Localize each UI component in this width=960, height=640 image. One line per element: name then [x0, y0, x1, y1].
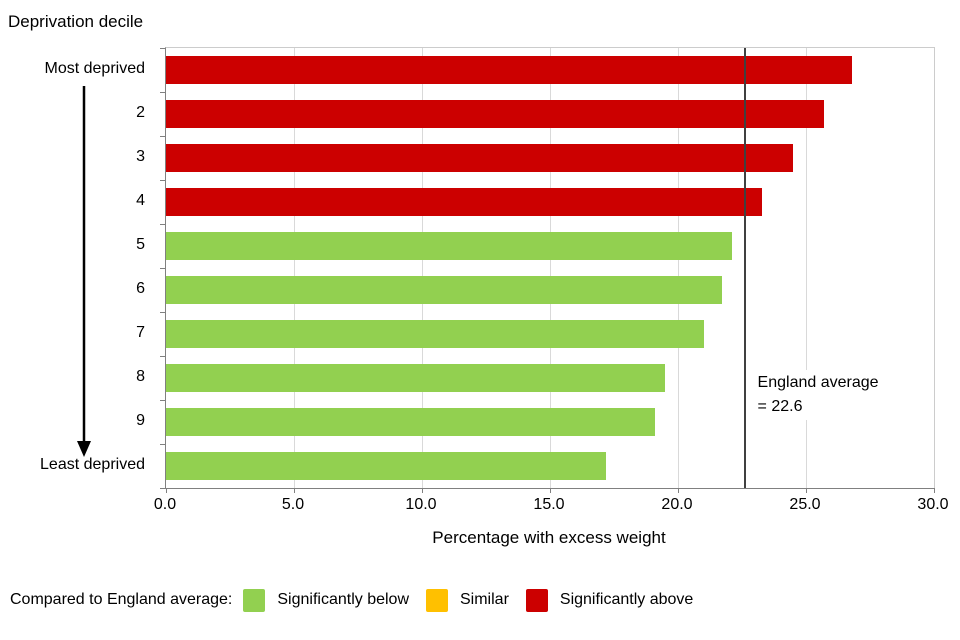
- annotation-line1: England average: [757, 374, 879, 391]
- x-tick-0: [166, 488, 167, 493]
- legend-item-label-similar: Similar: [460, 591, 509, 608]
- bar-row-3: [166, 136, 934, 180]
- bar-3: [166, 144, 794, 172]
- y-tick-2: [160, 136, 165, 137]
- y-tick-5: [160, 268, 165, 269]
- bar-4: [166, 188, 763, 216]
- y-axis-label-least-deprived: Least deprived: [40, 456, 145, 473]
- legend-swatch-similar: [426, 588, 448, 612]
- bar-row-5: [166, 224, 934, 268]
- legend-swatch-above: [525, 588, 548, 612]
- y-tick-1: [160, 92, 165, 93]
- bar-row-8: [166, 356, 934, 400]
- bar-row-7: [166, 312, 934, 356]
- legend-item-label-above: Significantly above: [559, 591, 694, 608]
- x-tick-label-5.0: 5.0: [281, 496, 305, 513]
- x-tick-20: [678, 488, 679, 493]
- gridline-15: [550, 48, 551, 488]
- x-tick-5: [294, 488, 295, 493]
- x-tick-label-0.0: 0.0: [153, 496, 177, 513]
- bar-row-4: [166, 180, 934, 224]
- y-axis-label-3: 3: [136, 148, 145, 165]
- y-tick-10: [160, 488, 165, 489]
- gridline-20: [678, 48, 679, 488]
- legend: Compared to England average: Significant…: [10, 585, 710, 615]
- y-axis-labels: Most deprived 2 3 4 5 6 7 8 9 Least deprived: [0, 47, 150, 487]
- bar-2: [166, 100, 824, 128]
- bar-row-6: [166, 268, 934, 312]
- y-axis-label-most-deprived: Most deprived: [44, 60, 146, 77]
- y-tick-3: [160, 180, 165, 181]
- y-tick-8: [160, 400, 165, 401]
- bar-row-2: [166, 92, 934, 136]
- gridline-5: [294, 48, 295, 488]
- x-tick-30: [934, 488, 935, 493]
- x-tick-label-20.0: 20.0: [661, 496, 693, 513]
- bar-8: [166, 364, 666, 392]
- y-axis-label-5: 5: [136, 236, 145, 253]
- bar-5: [166, 232, 732, 260]
- deprivation-direction-arrow: [77, 86, 91, 457]
- england-average-annotation: England average = 22.6: [754, 370, 882, 420]
- y-tick-4: [160, 224, 165, 225]
- bar-9: [166, 408, 655, 436]
- x-tick-10: [422, 488, 423, 493]
- x-tick-25: [806, 488, 807, 493]
- gridline-25: [806, 48, 807, 488]
- x-axis-title: Percentage with excess weight: [432, 528, 666, 547]
- x-axis-tick-labels: 0.0 5.0 10.0 15.0 20.0 25.0 30.0: [154, 496, 949, 516]
- plot-area: England average = 22.6: [160, 47, 935, 493]
- y-tick-9: [160, 444, 165, 445]
- bar-6: [166, 276, 722, 304]
- bar-least-deprived: [166, 452, 607, 480]
- x-tick-label-15.0: 15.0: [533, 496, 565, 513]
- x-tick-15: [550, 488, 551, 493]
- gridline-10: [422, 48, 423, 488]
- y-axis-label-2: 2: [136, 104, 145, 121]
- y-axis-label-9: 9: [136, 412, 145, 429]
- legend-item-similar: Similar: [426, 588, 509, 612]
- y-tick-6: [160, 312, 165, 313]
- bar-row-least-deprived: [166, 444, 934, 488]
- legend-item-below: Significantly below: [243, 588, 409, 612]
- y-axis-label-8: 8: [136, 368, 145, 385]
- y-axis-label-6: 6: [136, 280, 145, 297]
- annotation-line2: = 22.6: [757, 398, 803, 415]
- legend-caption: Compared to England average:: [10, 591, 233, 608]
- y-axis-label-4: 4: [136, 192, 145, 209]
- legend-item-label-below: Significantly below: [277, 591, 409, 608]
- x-tick-label-30.0: 30.0: [917, 496, 949, 513]
- chart-title: Deprivation decile: [8, 12, 144, 31]
- legend-item-above: Significantly above: [525, 588, 694, 612]
- legend-items: Significantly below Similar Significantly …: [243, 588, 710, 612]
- bar-row-9: [166, 400, 934, 444]
- legend-swatch-below: [243, 588, 266, 612]
- bar-7: [166, 320, 704, 348]
- bar-row-most-deprived: [166, 48, 934, 92]
- y-tick-0: [160, 48, 165, 49]
- england-average-line: [743, 48, 746, 488]
- bar-most-deprived: [166, 56, 853, 84]
- y-tick-7: [160, 356, 165, 357]
- x-tick-label-10.0: 10.0: [405, 496, 437, 513]
- x-tick-label-25.0: 25.0: [789, 496, 821, 513]
- y-axis-label-7: 7: [136, 324, 145, 341]
